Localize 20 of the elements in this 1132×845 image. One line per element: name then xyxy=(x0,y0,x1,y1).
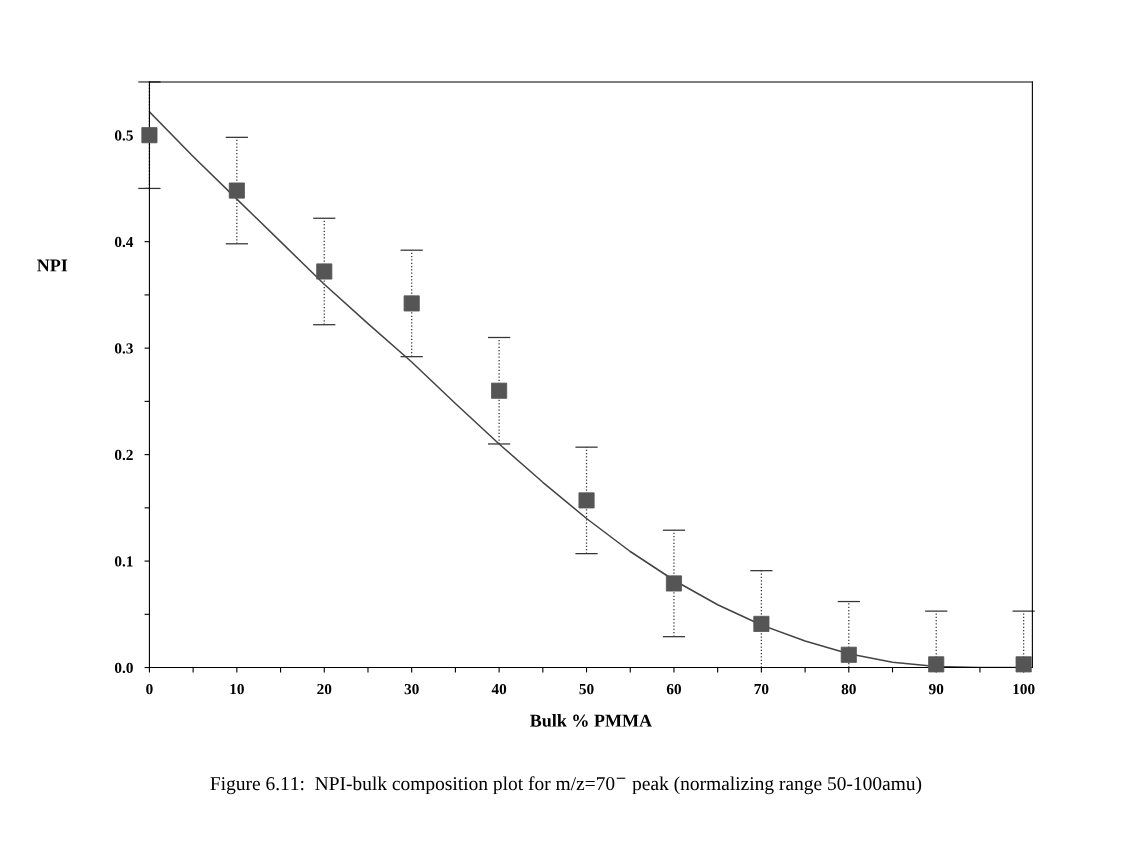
y-tick-label: 0.4 xyxy=(114,236,134,248)
x-tick-label: 0 xyxy=(146,683,153,695)
x-tick-label: 20 xyxy=(317,683,332,695)
y-tick-label: 0.3 xyxy=(114,343,133,354)
y-tick-label: 0.5 xyxy=(114,130,133,141)
x-tick-label: 50 xyxy=(579,683,594,695)
y-tick-label: 0.1 xyxy=(114,556,133,567)
caption: Figure 6.11: NPI-bulk composition plot for m/z=70$^{−}$ peak (normalizing range 50-100amu) xyxy=(210,776,922,795)
y-tick-label: 0.2 xyxy=(114,449,133,461)
x-tick-label: 60 xyxy=(666,683,682,695)
y-axis-title: NPI xyxy=(37,259,68,272)
x-tick-label: 80 xyxy=(841,683,856,695)
x-tick-label: 70 xyxy=(754,683,769,695)
x-tick-label: 10 xyxy=(230,683,244,695)
x-axis-title: Bulk % PMMA xyxy=(530,714,652,727)
x-tick-label: 30 xyxy=(404,683,419,695)
x-tick-label: 90 xyxy=(929,683,944,695)
x-tick-label: 40 xyxy=(491,683,507,695)
y-tick-label: 0.0 xyxy=(114,662,133,674)
x-tick-label: 100 xyxy=(1013,683,1035,695)
